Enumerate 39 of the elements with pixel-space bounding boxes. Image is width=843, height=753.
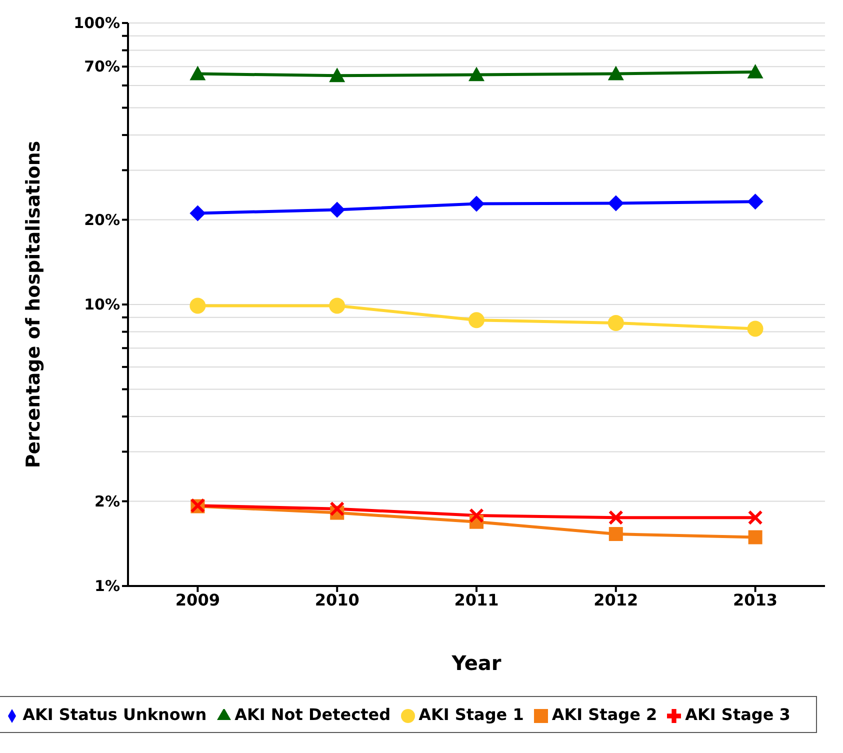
y-tick-label: 1% [94, 577, 120, 595]
point [608, 527, 623, 542]
point [748, 530, 762, 544]
legend-label: AKI Status Unknown [22, 705, 207, 724]
point [190, 205, 206, 222]
x-tick-label: 2010 [314, 590, 360, 610]
legend-label: AKI Stage 2 [552, 705, 658, 724]
point [190, 66, 206, 80]
x-tick-label: 2013 [733, 590, 778, 610]
point [330, 501, 345, 516]
point [468, 66, 484, 82]
point [329, 68, 346, 82]
point [190, 298, 206, 314]
y-tick-label: 100% [74, 14, 120, 32]
point [329, 298, 346, 314]
y-tick-label: 10% [84, 296, 120, 314]
x-tick-label: 2012 [594, 590, 638, 610]
point [608, 195, 624, 212]
point [747, 64, 764, 78]
point [608, 510, 624, 526]
point [608, 66, 624, 80]
y-tick-label: 2% [94, 492, 120, 510]
legend-label: AKI Stage 1 [418, 705, 524, 724]
y-tick-label: 70% [84, 58, 120, 76]
point [748, 510, 763, 526]
point [329, 202, 346, 218]
point [608, 314, 624, 331]
x-tick-label: 2011 [454, 590, 499, 610]
y-axis-title: Percentage of hospitalisations [22, 140, 45, 468]
legend-label: AKI Not Detected [234, 705, 391, 724]
point [747, 320, 764, 337]
x-axis-title: Year [450, 651, 502, 676]
point [469, 508, 484, 524]
point [747, 194, 764, 210]
legend-label: AKI Stage 3 [685, 705, 790, 724]
y-tick-label: 20% [84, 210, 120, 229]
x-tick-label: 2009 [175, 590, 220, 610]
point [468, 196, 484, 212]
point [468, 312, 484, 328]
